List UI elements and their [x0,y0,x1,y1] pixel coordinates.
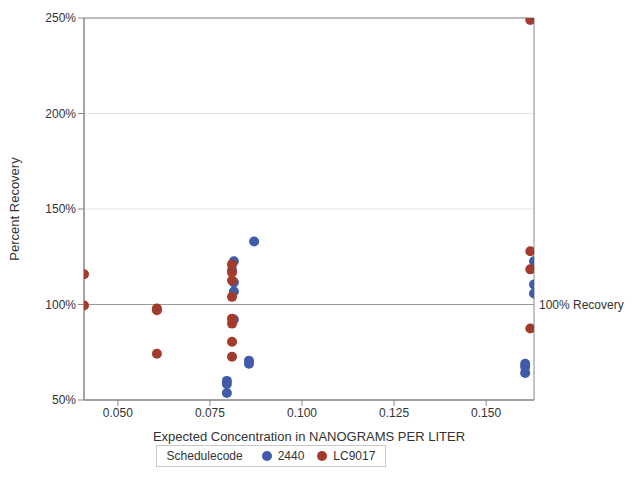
svg-text:50%: 50% [52,393,76,407]
svg-text:250%: 250% [45,11,76,25]
svg-text:Percent Recovery: Percent Recovery [8,157,22,261]
svg-text:200%: 200% [45,107,76,121]
html-text:2440: 2440 [277,449,305,463]
svg-text:0.150: 0.150 [471,406,501,420]
svg-text:0.100: 0.100 [287,406,317,420]
svg-text:100%: 100% [45,298,76,312]
svg-text:0.125: 0.125 [379,406,409,420]
svg-text:150%: 150% [45,202,76,216]
svg-text:Expected Concentration in NANO: Expected Concentration in NANOGRAMS PER … [153,429,465,444]
html-text:LC9017: LC9017 [333,449,376,463]
svg-text:100% Recovery: 100% Recovery [539,298,624,312]
svg-text:0.050: 0.050 [103,406,133,420]
svg-text:0.075: 0.075 [195,406,225,420]
html-text:Schedulecode: Schedulecode [166,449,243,463]
